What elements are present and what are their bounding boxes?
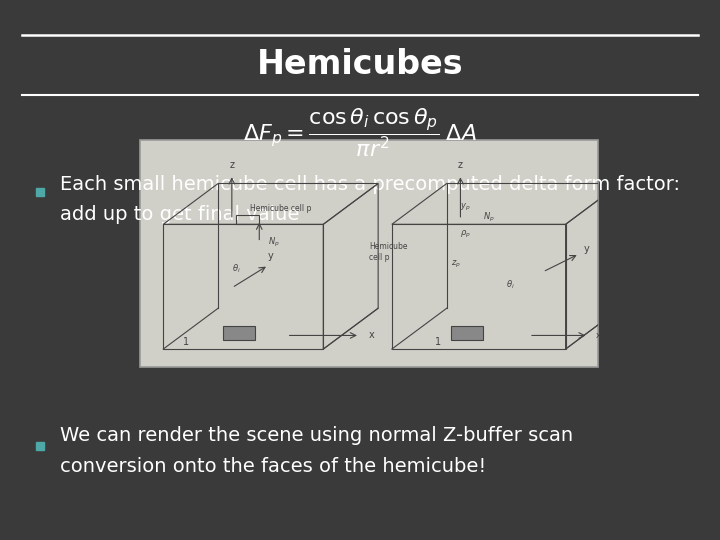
Text: y: y xyxy=(268,251,274,261)
Polygon shape xyxy=(222,326,255,340)
Text: $\Delta F_{p} = \dfrac{\cos\theta_{i}\,\cos\theta_{p}}{\pi r^{2}}\;\Delta A$: $\Delta F_{p} = \dfrac{\cos\theta_{i}\,\… xyxy=(243,106,477,159)
Text: $N_p$: $N_p$ xyxy=(483,211,495,224)
Text: z: z xyxy=(458,160,463,170)
Text: Hemicube
cell p: Hemicube cell p xyxy=(369,242,408,262)
Text: y: y xyxy=(583,244,589,254)
Text: 1: 1 xyxy=(434,336,441,347)
Bar xyxy=(236,215,259,224)
Text: $\rho_p$: $\rho_p$ xyxy=(461,229,471,240)
Text: $\theta_i$: $\theta_i$ xyxy=(232,263,240,275)
Text: $\theta_i$: $\theta_i$ xyxy=(506,279,515,291)
Text: conversion onto the faces of the hemicube!: conversion onto the faces of the hemicub… xyxy=(60,456,486,476)
Text: We can render the scene using normal Z-buffer scan: We can render the scene using normal Z-b… xyxy=(60,426,573,445)
Text: x: x xyxy=(595,331,600,340)
FancyBboxPatch shape xyxy=(140,140,598,367)
Text: z: z xyxy=(230,160,234,170)
Text: add up to get final value: add up to get final value xyxy=(60,205,299,224)
Text: $N_p$: $N_p$ xyxy=(269,236,280,249)
Text: x: x xyxy=(369,330,374,340)
Text: Hemicubes: Hemicubes xyxy=(257,48,463,82)
Text: Hemicube cell p: Hemicube cell p xyxy=(250,204,312,213)
Text: $z_p$: $z_p$ xyxy=(451,259,462,269)
Text: Each small hemicube cell has a precomputed delta form factor:: Each small hemicube cell has a precomput… xyxy=(60,175,680,194)
Text: 1: 1 xyxy=(183,336,189,347)
Polygon shape xyxy=(451,326,483,340)
Text: $y_p$: $y_p$ xyxy=(461,202,471,213)
